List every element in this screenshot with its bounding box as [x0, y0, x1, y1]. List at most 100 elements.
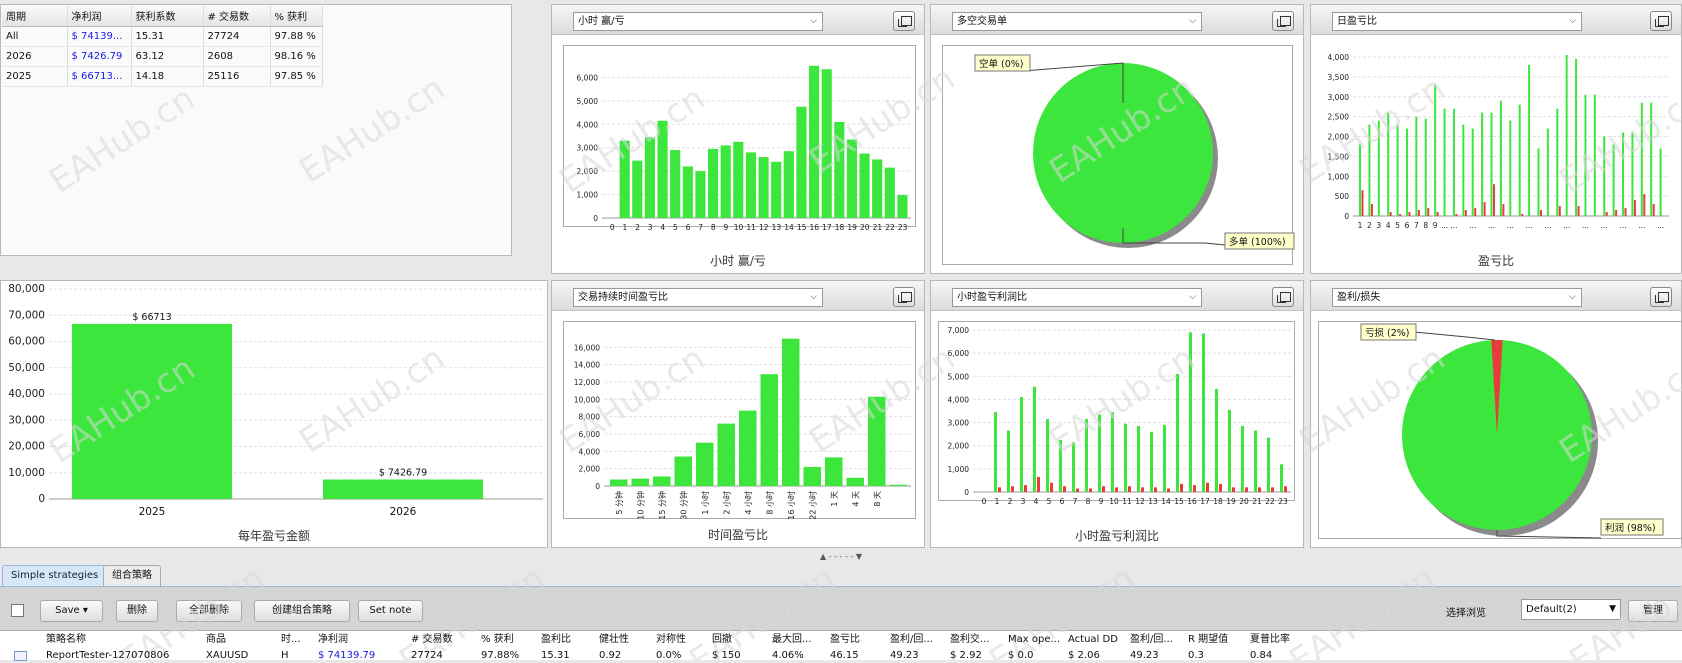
chart-type-select[interactable]: 小时盈亏利润比 ⌵ — [952, 288, 1202, 307]
bar — [653, 476, 671, 486]
delete-button[interactable]: 删除 — [116, 600, 158, 622]
x-tick-label: 22 — [1265, 497, 1275, 506]
select-value: 交易持续时间盈亏比 — [578, 292, 668, 303]
grid-header-cell[interactable]: 盈利/回... — [1130, 634, 1173, 645]
chevron-down-icon: ⌵ — [810, 292, 817, 302]
grid-header-cell[interactable]: Max ope... — [1008, 634, 1061, 645]
select-all-checkbox[interactable] — [11, 604, 24, 617]
bar-loss — [1206, 482, 1209, 492]
bar — [897, 195, 908, 218]
plot-area: 0 1,000 2,000 3,000 4,000 5,000 6,000 0 1 2 3 4 5 6 7 8… — [563, 45, 916, 232]
table-row[interactable]: 2025 $ 66713... 14.18 25116 97.85 % — [2, 66, 323, 87]
profit-label-box — [1600, 518, 1664, 536]
bar-win — [1359, 144, 1361, 216]
maximize-icon[interactable] — [893, 11, 915, 31]
bar — [72, 323, 232, 499]
col-period[interactable]: 周期 — [2, 6, 68, 27]
grid-header-cell[interactable]: 盈亏比 — [830, 634, 860, 645]
browse-select[interactable]: Default(2) ▼ — [1521, 599, 1621, 620]
grid-header-cell[interactable]: 净利润 — [318, 634, 348, 645]
chart-type-select[interactable]: 多空交易单 ⌵ — [952, 12, 1202, 31]
x-tick-label: 15 分钟 — [657, 491, 667, 520]
grid-header-cell[interactable]: 策略名称 — [46, 634, 86, 645]
x-tick-label: 8 — [1423, 221, 1428, 230]
col-profit-factor[interactable]: 获利系数 — [131, 6, 204, 27]
grid-header-cell[interactable]: 对称性 — [656, 634, 686, 645]
grid-header-cell[interactable]: 盈利比 — [541, 634, 571, 645]
set-note-button[interactable]: Set note — [358, 600, 423, 622]
grid-header-cell[interactable]: 盈利交... — [950, 634, 990, 645]
loss-label-text: 亏损 (2%) — [1365, 327, 1410, 339]
tab-simple-strategies[interactable]: Simple strategies — [2, 565, 108, 586]
x-tick-label: 17 — [1200, 497, 1210, 506]
bar-win — [1020, 397, 1023, 492]
col-net-profit[interactable]: 净利润 — [67, 6, 132, 27]
create-combo-button[interactable]: 创建组合策略 — [254, 600, 350, 622]
col-win-pct[interactable]: % 获利 — [270, 6, 323, 27]
x-tick-label: ... — [1563, 221, 1570, 230]
y-tick-label: 1,000 — [577, 191, 599, 200]
tab-combo-strategies[interactable]: 组合策略 — [103, 565, 161, 586]
table-row[interactable]: All $ 74139... 15.31 27724 97.88 % — [2, 26, 323, 47]
grid-header-cell[interactable]: R 期望值 — [1188, 634, 1229, 645]
delete-all-button[interactable]: 全部删除 — [176, 600, 242, 622]
y-tick-label: 40,000 — [8, 388, 45, 400]
x-tick-label: 4 — [660, 223, 665, 232]
splitter[interactable]: ▲ - - - - - ▼ — [820, 552, 862, 561]
grid-header-cell[interactable]: # 交易数 — [411, 634, 453, 645]
bar-win — [1434, 84, 1437, 216]
x-tick-label: 8 — [711, 223, 716, 232]
chart-type-select[interactable]: 小时 赢/亏 ⌵ — [573, 12, 823, 31]
cell-win: 97.85 % — [270, 66, 323, 87]
x-tick-label: 23 — [898, 223, 908, 232]
cell-period: All — [2, 26, 68, 47]
bar-win — [1228, 409, 1231, 492]
x-tick-label: 18 — [835, 223, 845, 232]
hourly-chart-panel: 小时 赢/亏 ⌵ 0 1,000 2,000 3,000 4,000 5,000 6,000 0… — [551, 4, 925, 274]
chart-type-select[interactable]: 盈利/损失 ⌵ — [1332, 288, 1582, 307]
table-row[interactable]: 2026 $ 7426.79 63.12 2608 98.16 % — [2, 46, 323, 67]
chart-type-select[interactable]: 日盈亏比 ⌵ — [1332, 12, 1582, 31]
bar — [889, 484, 907, 486]
bar-loss — [1232, 487, 1235, 492]
bar-win — [1471, 128, 1474, 216]
bar-loss — [1024, 485, 1027, 492]
bar — [733, 141, 744, 218]
bar — [782, 338, 800, 486]
grid-header-cell[interactable]: % 获利 — [481, 634, 514, 645]
maximize-icon[interactable] — [1272, 11, 1294, 31]
maximize-icon[interactable] — [1650, 287, 1672, 307]
grid-header-cell[interactable]: 最大回... — [772, 634, 812, 645]
grid-header-cell[interactable]: 回撤 — [712, 634, 732, 645]
save-button[interactable]: Save ▾ — [40, 600, 103, 622]
col-trades[interactable]: # 交易数 — [203, 6, 271, 27]
grid-cell: $ 74139.79 — [318, 650, 376, 661]
short-label-box — [974, 54, 1031, 72]
bar — [695, 171, 706, 218]
x-tick-label: 8 天 — [873, 491, 882, 507]
bar-loss — [1539, 210, 1542, 216]
bar-loss — [1455, 214, 1458, 216]
leader-line — [1123, 242, 1226, 246]
x-tick-label: 4 — [1034, 497, 1039, 506]
x-tick-label: 23 — [1278, 497, 1288, 506]
manage-button[interactable]: 管理 — [1628, 600, 1678, 622]
chart-type-select[interactable]: 交易持续时间盈亏比 ⌵ — [573, 288, 823, 307]
grid-header-cell[interactable]: 健壮性 — [599, 634, 629, 645]
grid-header-cell[interactable]: Actual DD — [1068, 634, 1118, 645]
short-label-text: 空单 (0%) — [979, 58, 1024, 70]
bar-win — [1405, 128, 1408, 216]
bar-win — [1593, 94, 1596, 216]
data-label: $ 66713 — [132, 312, 171, 323]
grid-header-cell[interactable]: 夏普比率 — [1250, 634, 1290, 645]
x-tick-label: 19 — [847, 223, 857, 232]
long-label-box — [1224, 232, 1295, 250]
bar — [682, 166, 693, 218]
maximize-icon[interactable] — [1272, 287, 1294, 307]
maximize-icon[interactable] — [1650, 11, 1672, 31]
bar — [884, 167, 895, 218]
maximize-icon[interactable] — [893, 287, 915, 307]
grid-header-cell[interactable]: 时... — [281, 634, 301, 645]
grid-header-cell[interactable]: 商品 — [206, 634, 226, 645]
grid-header-cell[interactable]: 盈利/回... — [890, 634, 933, 645]
